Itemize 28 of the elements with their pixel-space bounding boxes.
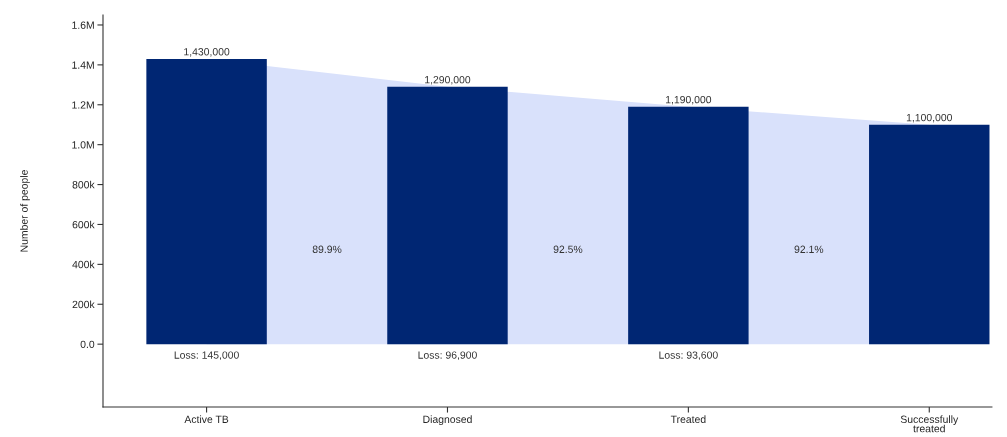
- bar: [387, 86, 508, 345]
- data-label: 1,430,000: [184, 48, 230, 57]
- annotation: Loss: 96,900: [418, 351, 477, 360]
- y-tick-label: 1.0M: [72, 141, 94, 149]
- data-label: 1,190,000: [666, 95, 712, 105]
- annotation: 92.5%: [553, 245, 583, 253]
- y-tick-label: 0.0: [80, 340, 95, 349]
- x-tick-label: Successfully treated: [900, 415, 959, 433]
- y-axis-title: Number of people: [20, 170, 30, 252]
- y-tick-label: 200k: [72, 300, 95, 309]
- y-tick-label: 400k: [72, 260, 95, 269]
- annotation: Loss: 145,000: [174, 351, 239, 360]
- data-label: 1,100,000: [906, 113, 953, 123]
- annotation: Loss: 93,600: [659, 351, 718, 360]
- x-tick-label: Treated: [670, 415, 706, 423]
- y-tick-label: 600k: [72, 220, 95, 229]
- y-tick-label: 1.2M: [72, 101, 94, 109]
- bar: [146, 58, 267, 345]
- bar: [628, 106, 749, 345]
- annotation: 89.9%: [312, 245, 342, 253]
- y-tick-label: 1.4M: [72, 61, 94, 69]
- data-label: 1,290,000: [425, 75, 471, 85]
- y-tick-label: 1.6M: [72, 21, 94, 29]
- annotation: 92.1%: [794, 245, 824, 253]
- x-tick-label: Diagnosed: [423, 415, 472, 426]
- x-tick-label: Active TB: [184, 415, 229, 423]
- bar: [869, 124, 990, 345]
- y-tick-label: 800k: [72, 180, 95, 189]
